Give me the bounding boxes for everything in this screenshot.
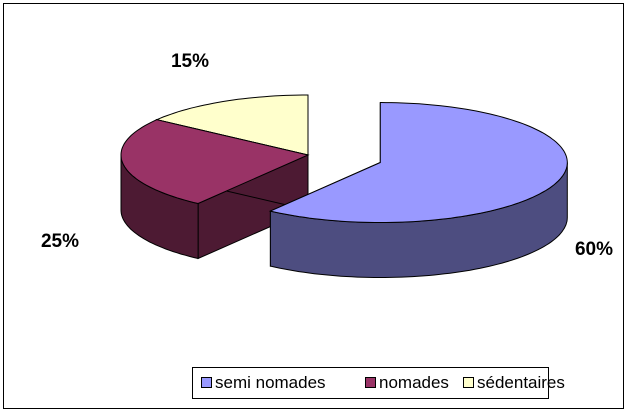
slice bbox=[120, 119, 310, 205]
slice bbox=[268, 101, 568, 223]
legend-swatch bbox=[365, 377, 376, 388]
legend-swatch bbox=[201, 377, 212, 388]
data-label: 15% bbox=[171, 51, 209, 72]
legend-label: nomades bbox=[379, 373, 449, 392]
data-label: 25% bbox=[41, 231, 79, 252]
slice bbox=[155, 94, 309, 156]
data-label: 60% bbox=[575, 239, 613, 260]
legend-label: sédentaires bbox=[477, 373, 565, 392]
legend-label: semi nomades bbox=[215, 373, 326, 392]
legend-swatch bbox=[463, 377, 474, 388]
